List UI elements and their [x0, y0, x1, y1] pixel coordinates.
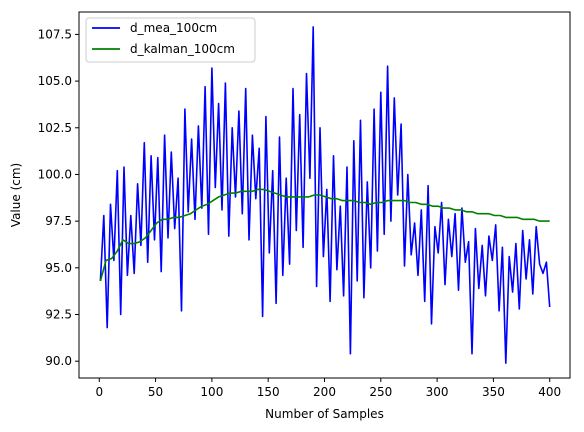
- y-axis-label: Value (cm): [9, 163, 23, 227]
- y-tick-label: 107.5: [38, 27, 72, 41]
- x-tick-label: 150: [257, 385, 280, 399]
- x-tick-label: 50: [148, 385, 163, 399]
- x-axis: 0 50 100 150 200 250 300 350 400: [95, 378, 561, 399]
- y-tick-label: 102.5: [38, 121, 72, 135]
- x-tick-label: 300: [426, 385, 449, 399]
- y-tick-label: 97.5: [45, 214, 72, 228]
- y-tick-label: 90.0: [45, 354, 72, 368]
- x-tick-label: 400: [538, 385, 561, 399]
- legend-box: [85, 17, 256, 63]
- x-axis-label: Number of Samples: [265, 407, 384, 421]
- series-line-d-mea-100cm: [99, 26, 551, 364]
- series-line-d-kalman-100cm: [99, 188, 550, 282]
- x-tick-label: 100: [200, 385, 223, 399]
- y-tick-label: 95.0: [45, 261, 72, 275]
- legend: d_mea_100cm d_kalman_100cm: [85, 17, 256, 63]
- y-tick-label: 92.5: [45, 308, 72, 322]
- y-tick-label: 105.0: [38, 74, 72, 88]
- y-tick-label: 100.0: [38, 167, 72, 181]
- x-tick-label: 200: [313, 385, 336, 399]
- legend-label-d-kalman-100cm: d_kalman_100cm: [130, 42, 235, 56]
- x-tick-label: 250: [369, 385, 392, 399]
- legend-label-d-mea-100cm: d_mea_100cm: [130, 21, 217, 35]
- y-axis: 90.0 92.5 95.0 97.5 100.0 102.5 105.0 107.5: [38, 27, 79, 368]
- x-tick-label: 350: [482, 385, 505, 399]
- x-tick-label: 0: [95, 385, 103, 399]
- plot-area: [99, 26, 551, 364]
